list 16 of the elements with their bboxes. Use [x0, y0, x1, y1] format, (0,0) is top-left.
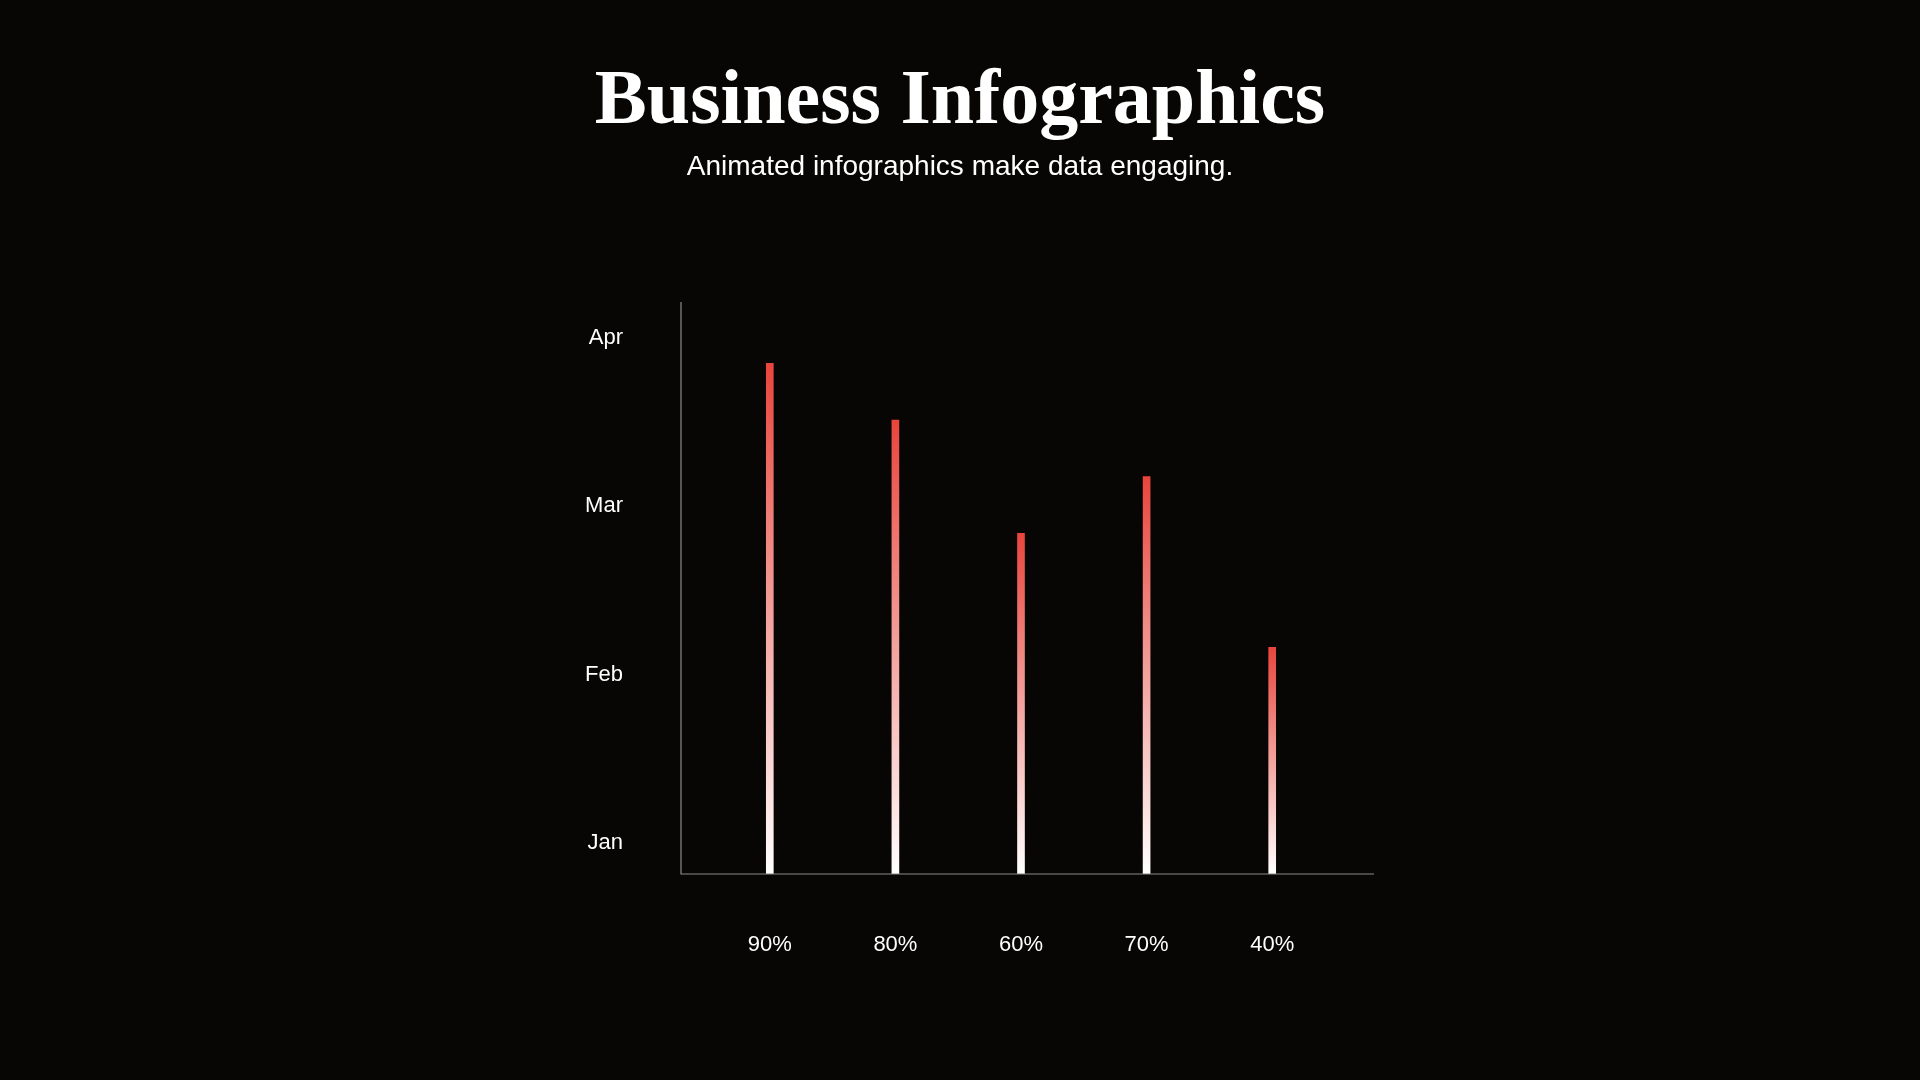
x-tick-label: 80%: [873, 931, 918, 957]
chart-subtitle: Animated infographics make data engaging.: [685, 150, 1235, 182]
x-tick-label: 70%: [1124, 931, 1169, 957]
text: Mar: [585, 492, 623, 519]
x-tick-label: 40%: [1250, 931, 1295, 957]
text: Jan: [587, 829, 623, 855]
text: Apr: [588, 324, 623, 350]
x-tick-label: 90%: [747, 931, 792, 957]
bar: [1142, 476, 1151, 874]
bar: [891, 419, 900, 874]
chart-title: Business Infographics: [593, 52, 1327, 142]
text: Feb: [585, 660, 623, 687]
bar: [765, 362, 774, 874]
x-tick-label: 60%: [998, 931, 1044, 957]
bar: [1268, 646, 1277, 874]
bar: [1017, 533, 1025, 874]
